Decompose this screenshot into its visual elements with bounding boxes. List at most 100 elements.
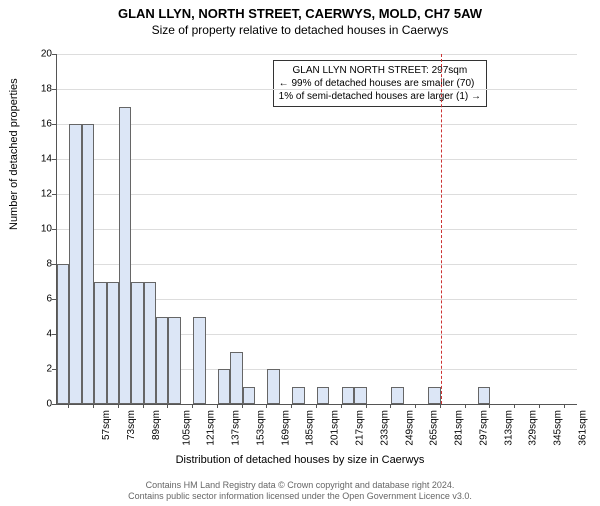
x-tick-mark [118,404,119,408]
y-axis-label: Number of detached properties [8,78,20,230]
x-tick-label: 185sqm [305,410,316,446]
x-tick-mark [316,404,317,408]
histogram-bar [354,387,366,405]
histogram-bar [317,387,329,405]
y-tick-label: 12 [28,189,52,200]
x-axis-label: Distribution of detached houses by size … [0,454,600,466]
y-tick-label: 10 [28,224,52,235]
histogram-bar [342,387,354,405]
x-tick-label: 57sqm [101,410,112,440]
x-tick-mark [291,404,292,408]
y-tick-label: 16 [28,119,52,130]
x-tick-label: 201sqm [330,410,341,446]
gridline [57,124,577,125]
x-tick-mark [341,404,342,408]
footer-line2: Contains public sector information licen… [0,491,600,502]
y-tick-mark [52,229,56,230]
gridline [57,229,577,230]
x-tick-label: 217sqm [355,410,366,446]
x-tick-mark [192,404,193,408]
gridline [57,264,577,265]
x-tick-label: 281sqm [454,410,465,446]
histogram-bar [243,387,255,405]
histogram-bar [57,264,69,404]
y-tick-mark [52,194,56,195]
x-tick-label: 345sqm [553,410,564,446]
gridline [57,89,577,90]
gridline [57,54,577,55]
histogram-bar [131,282,143,405]
y-tick-label: 18 [28,84,52,95]
x-tick-label: 249sqm [404,410,415,446]
annotation-line3: 1% of semi-detached houses are larger (1… [279,90,481,103]
y-tick-label: 14 [28,154,52,165]
histogram-bar [292,387,304,405]
y-tick-label: 6 [28,294,52,305]
footer-text: Contains HM Land Registry data © Crown c… [0,480,600,502]
y-tick-mark [52,264,56,265]
x-tick-mark [93,404,94,408]
histogram-bar [94,282,106,405]
histogram-bar [478,387,490,405]
x-tick-label: 329sqm [528,410,539,446]
y-tick-label: 20 [28,49,52,60]
y-tick-label: 0 [28,399,52,410]
histogram-bar [391,387,403,405]
y-tick-mark [52,299,56,300]
x-tick-label: 73sqm [126,410,137,440]
histogram-bar [428,387,440,405]
x-tick-mark [266,404,267,408]
y-tick-label: 2 [28,364,52,375]
x-tick-label: 265sqm [429,410,440,446]
x-tick-mark [242,404,243,408]
x-tick-label: 89sqm [151,410,162,440]
histogram-bar [144,282,156,405]
y-tick-mark [52,404,56,405]
footer-line1: Contains HM Land Registry data © Crown c… [0,480,600,491]
x-tick-label: 105sqm [181,410,192,446]
x-tick-mark [366,404,367,408]
x-tick-mark [390,404,391,408]
histogram-bar [230,352,242,405]
y-tick-mark [52,334,56,335]
x-tick-mark [539,404,540,408]
x-tick-mark [440,404,441,408]
gridline [57,159,577,160]
histogram-bar [82,124,94,404]
x-tick-mark [514,404,515,408]
x-tick-label: 137sqm [231,410,242,446]
annotation-line1: GLAN LLYN NORTH STREET: 297sqm [279,64,481,77]
x-tick-label: 297sqm [478,410,489,446]
y-tick-mark [52,89,56,90]
x-tick-mark [217,404,218,408]
x-tick-mark [167,404,168,408]
histogram-bar [218,369,230,404]
y-tick-mark [52,159,56,160]
chart-title-main: GLAN LLYN, NORTH STREET, CAERWYS, MOLD, … [0,6,600,21]
chart-title-sub: Size of property relative to detached ho… [0,23,600,37]
x-tick-mark [564,404,565,408]
histogram-bar [193,317,205,405]
x-tick-mark [143,404,144,408]
histogram-bar [69,124,81,404]
y-tick-mark [52,54,56,55]
x-tick-label: 153sqm [256,410,267,446]
histogram-bar [156,317,168,405]
y-tick-label: 8 [28,259,52,270]
reference-line [441,54,442,404]
x-tick-label: 361sqm [577,410,588,446]
chart-plot-area: GLAN LLYN NORTH STREET: 297sqm ← 99% of … [56,54,577,405]
histogram-bar [107,282,119,405]
x-tick-mark [489,404,490,408]
histogram-bar [267,369,279,404]
annotation-box: GLAN LLYN NORTH STREET: 297sqm ← 99% of … [273,60,487,107]
histogram-bar [119,107,131,405]
y-tick-mark [52,369,56,370]
x-tick-mark [465,404,466,408]
x-tick-mark [68,404,69,408]
x-tick-label: 233sqm [379,410,390,446]
x-tick-label: 313sqm [503,410,514,446]
x-tick-mark [415,404,416,408]
x-tick-label: 169sqm [280,410,291,446]
gridline [57,194,577,195]
